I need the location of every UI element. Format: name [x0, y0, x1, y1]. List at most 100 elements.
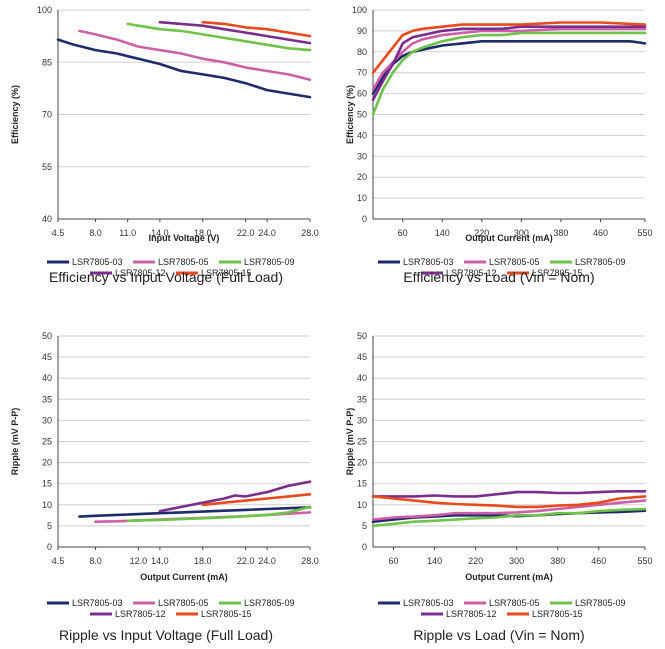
x-tick-label: 550	[637, 228, 652, 238]
x-tick-label: 8.0	[89, 228, 102, 238]
x-tick-label: 550	[637, 556, 652, 566]
x-tick-label: 24.0	[258, 556, 276, 566]
legend-entry: LSR7805-05	[158, 257, 209, 267]
chart-panel-efficiency-vs-input-voltage: 40 55 70 85 100 4.5 8.0 11.0 14.0 18.0 22.0 24.0 28.…	[0, 0, 332, 324]
y-tick-label: 50	[42, 331, 52, 341]
x-axis-label: Output Current (mA)	[465, 572, 553, 582]
x-tick-label: 4.5	[52, 228, 65, 238]
legend-entry: LSR7805-12	[115, 268, 166, 278]
y-tick-label: 100	[37, 5, 52, 15]
legend-entry: LSR7805-15	[532, 268, 583, 278]
x-tick-label: 140	[427, 556, 442, 566]
x-tick-label: 60	[389, 556, 399, 566]
legend-entry: LSR7805-05	[489, 257, 540, 267]
x-tick-label: 22.0	[237, 228, 255, 238]
y-tick-label: 70	[42, 110, 52, 120]
y-tick-label: 30	[357, 415, 367, 425]
legend-entry: LSR7805-15	[532, 609, 583, 619]
legend-entry: LSR7805-15	[201, 268, 252, 278]
chart-title: Ripple vs Load (Vin = Nom)	[413, 627, 585, 643]
legend-entry: LSR7805-09	[575, 257, 626, 267]
legend-entry: LSR7805-03	[72, 257, 123, 267]
y-axis-label: Ripple (mV P-P)	[345, 408, 355, 476]
x-tick-label: 12.0	[130, 556, 148, 566]
chart-title: Efficiency vs Input Voltage (Full Load)	[49, 269, 283, 285]
legend-entry: LSR7805-12	[446, 609, 497, 619]
x-tick-label: 460	[593, 228, 608, 238]
y-tick-label: 35	[357, 394, 367, 404]
x-axis-label: Output Current (mA)	[465, 233, 553, 243]
x-tick-label: 24.0	[258, 228, 276, 238]
x-axis-label: Input Voltage (V)	[149, 233, 220, 243]
y-tick-label: 0	[47, 542, 52, 552]
series-line-lsr7805-15	[371, 21, 647, 74]
chart-ripple-vs-input-voltage: 0 5 10 15 20 25 30 35 40 45 50 4.5 8.0 12.0 14.0 18.0 22…	[10, 331, 319, 619]
x-tick-label: 60	[398, 228, 408, 238]
series-line-lsr7805-15	[201, 493, 312, 507]
y-tick-label: 90	[357, 26, 367, 36]
legend-entry: LSR7805-03	[72, 598, 123, 608]
series-line-lsr7805-05	[78, 29, 312, 81]
legend-entry: LSR7805-05	[158, 598, 209, 608]
x-tick-label: 380	[553, 228, 568, 238]
series-line-lsr7805-03	[78, 506, 312, 518]
y-axis-label: Efficiency (%)	[345, 85, 355, 144]
y-tick-label: 10	[357, 193, 367, 203]
y-tick-label: 60	[357, 89, 367, 99]
y-tick-label: 45	[42, 352, 52, 362]
series-line-lsr7805-12	[371, 490, 647, 498]
legend-entry: LSR7805-05	[489, 598, 540, 608]
chart-efficiency-vs-input-voltage: 40 55 70 85 100 4.5 8.0 11.0 14.0 18.0 22.0 24.0 28.…	[10, 5, 319, 278]
series-line-lsr7805-09	[371, 507, 647, 528]
x-tick-label: 28.0	[301, 228, 319, 238]
y-tick-label: 35	[42, 394, 52, 404]
series-line-lsr7805-15	[201, 20, 312, 38]
x-tick-label: 220	[468, 556, 483, 566]
series-line-lsr7805-09	[371, 31, 647, 116]
series-line-lsr7805-12	[158, 20, 312, 45]
y-tick-label: 40	[42, 214, 52, 224]
y-tick-label: 100	[352, 5, 367, 15]
chart-ripple-vs-load: 0 5 10 15 20 25 30 35 40 45 50 60 140 220 300 380 460 550…	[345, 331, 653, 619]
series-line-lsr7805-03	[371, 39, 647, 95]
series-line-lsr7805-03	[56, 38, 312, 99]
chart-panel-efficiency-vs-load: 0 10 20 30 40 50 60 70 80 90 100 60 140 220 300 380 460 5…	[333, 0, 665, 324]
legend-entry: LSR7805-09	[575, 598, 626, 608]
x-tick-label: 28.0	[301, 556, 319, 566]
legend-entry: LSR7805-12	[446, 268, 497, 278]
y-tick-label: 50	[357, 331, 367, 341]
y-tick-label: 80	[357, 47, 367, 57]
chart-efficiency-vs-load: 0 10 20 30 40 50 60 70 80 90 100 60 140 220 300 380 460 5…	[345, 5, 653, 278]
y-tick-label: 25	[42, 437, 52, 447]
y-tick-label: 45	[357, 352, 367, 362]
y-tick-label: 20	[357, 172, 367, 182]
y-tick-label: 5	[47, 521, 52, 531]
x-tick-label: 22.0	[237, 556, 255, 566]
y-tick-label: 0	[362, 542, 367, 552]
series-line-lsr7805-12	[371, 25, 647, 102]
y-tick-label: 10	[42, 500, 52, 510]
chart-panel-ripple-vs-load: 0 5 10 15 20 25 30 35 40 45 50 60 140 220 300 380 460 550…	[333, 325, 665, 649]
series-line-lsr7805-09	[126, 22, 312, 52]
y-tick-label: 40	[357, 130, 367, 140]
x-tick-label: 460	[591, 556, 606, 566]
legend-entry: LSR7805-12	[115, 609, 166, 619]
y-tick-label: 5	[362, 521, 367, 531]
y-tick-label: 40	[357, 373, 367, 383]
y-tick-label: 15	[42, 479, 52, 489]
x-tick-label: 14.0	[151, 228, 169, 238]
x-tick-label: 140	[435, 228, 450, 238]
x-tick-label: 18.0	[194, 556, 212, 566]
series-line-lsr7805-09	[126, 505, 312, 523]
x-tick-label: 14.0	[151, 556, 169, 566]
y-tick-label: 0	[362, 214, 367, 224]
y-tick-label: 50	[357, 110, 367, 120]
legend-entry: LSR7805-09	[244, 598, 295, 608]
chart-title: Efficiency vs Load (Vin = Nom)	[403, 269, 595, 285]
legend-entry: LSR7805-15	[201, 609, 252, 619]
x-tick-label: 11.0	[119, 228, 136, 238]
y-tick-label: 40	[42, 373, 52, 383]
y-tick-label: 15	[357, 479, 367, 489]
x-tick-label: 4.5	[52, 556, 65, 566]
y-tick-label: 55	[42, 162, 52, 172]
